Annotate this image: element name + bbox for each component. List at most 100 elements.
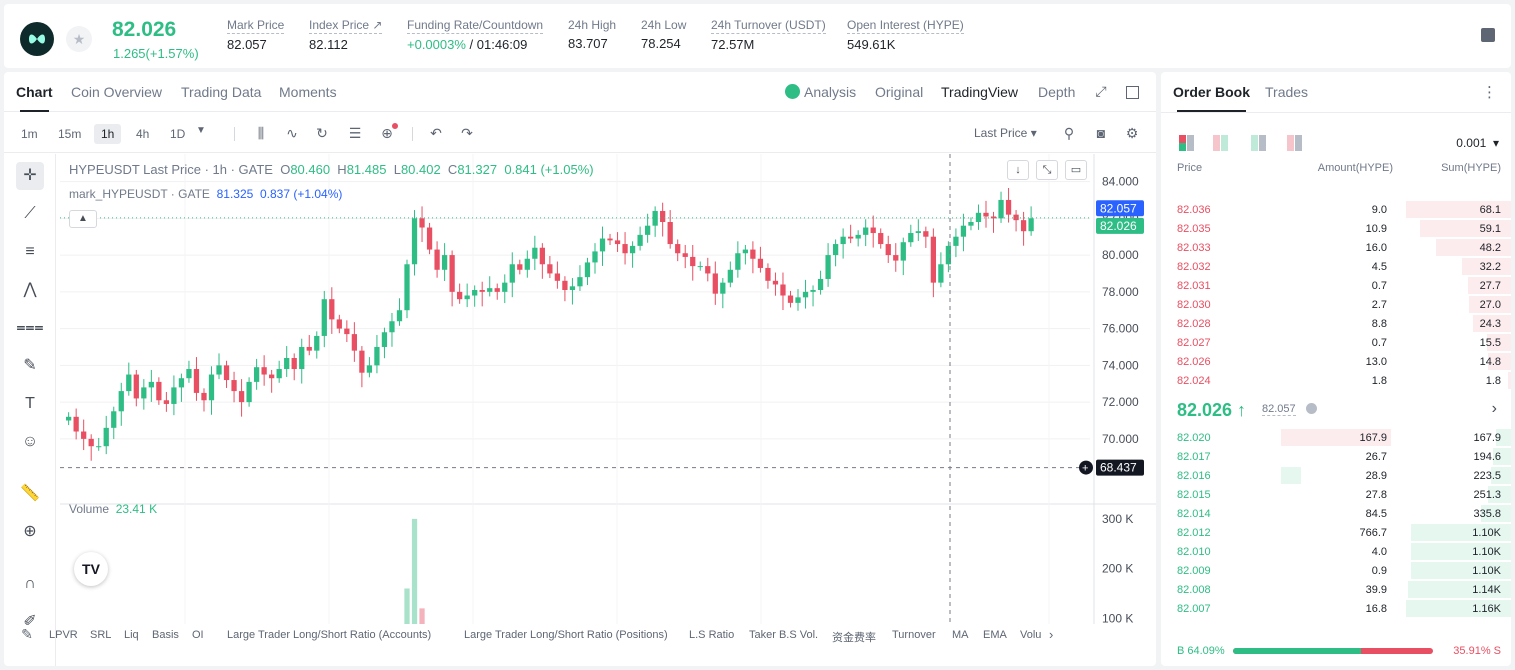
settings-list-icon[interactable]: ☰ — [348, 125, 362, 141]
fib-icon[interactable]: ⩶ — [16, 319, 44, 336]
indicator-3[interactable]: Basis — [152, 629, 179, 641]
tab-chart[interactable]: Chart — [16, 84, 53, 112]
timeframe-4h[interactable]: 4h — [136, 127, 150, 141]
timeframe-1d[interactable]: 1D — [170, 127, 186, 141]
timeframe-1h[interactable]: 1h — [94, 124, 122, 144]
expand-icon[interactable]: ⤢ — [1095, 83, 1107, 99]
bid-row[interactable]: 82.016 28.9 223.5 — [1161, 466, 1511, 485]
view-analysis[interactable]: Analysis — [785, 84, 856, 100]
maximize-button[interactable]: ▭ — [1065, 160, 1087, 180]
tab-coin-overview[interactable]: Coin Overview — [71, 84, 163, 100]
bid-amount: 766.7 — [1359, 527, 1387, 539]
legend-low: 80.402 — [400, 162, 441, 177]
indicator-4[interactable]: OI — [192, 629, 204, 641]
ruler-icon[interactable]: 📏 — [20, 485, 40, 502]
tab-trades[interactable]: Trades — [1265, 84, 1309, 100]
undo-icon[interactable]: ↶ — [430, 125, 442, 141]
view-both-alt-icon[interactable] — [1213, 135, 1229, 151]
ask-row[interactable]: 82.032 4.5 32.2 — [1161, 257, 1511, 276]
bid-row[interactable]: 82.007 16.8 1.16K — [1161, 599, 1511, 618]
col-sum: Sum(HYPE) — [1441, 162, 1501, 174]
ask-row[interactable]: 82.036 9.0 68.1 — [1161, 200, 1511, 219]
more-icon[interactable]: ⋮ — [1482, 84, 1497, 101]
indicator-0[interactable]: LPVR — [49, 629, 78, 641]
bid-row[interactable]: 82.008 39.9 1.14K — [1161, 580, 1511, 599]
camera-icon[interactable]: ◙ — [1096, 125, 1106, 141]
view-tradingview[interactable]: TradingView — [941, 84, 1019, 100]
tab-moments[interactable]: Moments — [279, 84, 337, 100]
trendline-icon[interactable]: ⟋ — [24, 205, 36, 222]
chevron-right-icon[interactable]: › — [1049, 627, 1054, 642]
view-bids-icon[interactable] — [1251, 135, 1267, 151]
gear-icon[interactable]: ⚙ — [1125, 125, 1139, 141]
ask-row[interactable]: 82.024 1.8 1.8 — [1161, 371, 1511, 390]
indicator-6[interactable]: Large Trader Long/Short Ratio (Positions… — [464, 629, 668, 641]
indicator-1[interactable]: SRL — [90, 629, 112, 641]
bid-row[interactable]: 82.020 167.9 167.9 — [1161, 428, 1511, 447]
bid-amount: 84.5 — [1365, 508, 1387, 520]
refresh-icon[interactable]: ↻ — [316, 125, 328, 141]
timeframe-dropdown-icon[interactable]: ▼ — [196, 125, 206, 136]
indicator-8[interactable]: Taker B.S Vol. — [749, 629, 819, 641]
zoom-in-icon[interactable]: ⊕ — [23, 523, 37, 540]
ask-row[interactable]: 82.033 16.0 48.2 — [1161, 238, 1511, 257]
timeframe-15m[interactable]: 15m — [58, 127, 82, 141]
indicator-2[interactable]: Liq — [124, 629, 139, 641]
view-original[interactable]: Original — [875, 84, 924, 100]
ask-row[interactable]: 82.028 8.8 24.3 — [1161, 314, 1511, 333]
indicator-10[interactable]: Turnover — [892, 629, 936, 641]
ask-row[interactable]: 82.035 10.9 59.1 — [1161, 219, 1511, 238]
indicator-13[interactable]: Volu — [1020, 629, 1042, 641]
indicator-5[interactable]: Large Trader Long/Short Ratio (Accounts) — [227, 629, 432, 641]
ask-row[interactable]: 82.026 13.0 14.8 — [1161, 352, 1511, 371]
pattern-icon[interactable]: ⋀ — [23, 281, 37, 298]
candle-body — [802, 291, 809, 298]
view-depth[interactable]: Depth — [1038, 84, 1076, 100]
candle-body — [411, 218, 418, 265]
crosshair-icon[interactable]: ✛ — [16, 162, 44, 190]
bid-row[interactable]: 82.015 27.8 251.3 — [1161, 485, 1511, 504]
text-icon[interactable]: T — [25, 395, 35, 412]
bid-row[interactable]: 82.009 0.9 1.10K — [1161, 561, 1511, 580]
brush-icon[interactable]: ✎ — [23, 357, 37, 374]
favorite-star-icon[interactable]: ★ — [66, 26, 92, 52]
chevron-right-icon[interactable]: › — [1491, 400, 1497, 417]
window-icon[interactable] — [1126, 86, 1139, 99]
bid-row[interactable]: 82.014 84.5 335.8 — [1161, 504, 1511, 523]
scroll-down-button[interactable]: ↓ — [1007, 160, 1029, 180]
candle-body — [163, 400, 170, 404]
magnet-icon[interactable]: ∩ — [24, 575, 36, 592]
collapse-legend-button[interactable]: ▲ — [69, 210, 97, 228]
indicator-9[interactable]: 资金费率 — [832, 632, 876, 644]
precision-select[interactable]: 0.001 ▾ — [1456, 136, 1499, 150]
tab-trading-data[interactable]: Trading Data — [181, 84, 262, 100]
book-icon[interactable] — [1481, 28, 1495, 42]
price-type-select[interactable]: Last Price ▾ — [974, 126, 1037, 140]
bid-row[interactable]: 82.010 4.0 1.10K — [1161, 542, 1511, 561]
search-icon[interactable]: ⚲ — [1063, 125, 1075, 141]
ask-row[interactable]: 82.027 0.7 15.5 — [1161, 333, 1511, 352]
emoji-icon[interactable]: ☺ — [21, 433, 39, 450]
view-both-icon[interactable] — [1179, 135, 1195, 151]
pencil-icon[interactable]: ✎ — [21, 626, 33, 642]
bid-price: 82.016 — [1177, 470, 1211, 482]
timeframe-1m[interactable]: 1m — [21, 127, 38, 141]
indicator-7[interactable]: L.S Ratio — [689, 629, 735, 641]
candle-body — [502, 282, 508, 292]
bid-row[interactable]: 82.017 26.7 194.6 — [1161, 447, 1511, 466]
indicators-icon[interactable]: ∿ — [286, 125, 298, 141]
collapse-button[interactable]: ⤡ — [1036, 160, 1058, 180]
ask-row[interactable]: 82.030 2.7 27.0 — [1161, 295, 1511, 314]
pencil-lock-icon[interactable]: ✐ — [23, 613, 37, 630]
add-indicator-icon[interactable]: ⊕ — [378, 123, 398, 142]
bid-row[interactable]: 82.012 766.7 1.10K — [1161, 523, 1511, 542]
ask-row[interactable]: 82.031 0.7 27.7 — [1161, 276, 1511, 295]
tab-order-book[interactable]: Order Book — [1173, 84, 1251, 112]
candle-type-icon[interactable]: ⫼ — [257, 125, 265, 141]
redo-icon[interactable]: ↷ — [461, 125, 473, 141]
parallel-lines-icon[interactable]: ≡ — [25, 243, 35, 260]
indicator-12[interactable]: EMA — [983, 629, 1007, 641]
view-asks-icon[interactable] — [1287, 135, 1303, 151]
indicator-11[interactable]: MA — [952, 629, 969, 641]
candlestick-chart[interactable]: 84.00082.00080.00078.00076.00074.00072.0… — [60, 154, 1156, 624]
